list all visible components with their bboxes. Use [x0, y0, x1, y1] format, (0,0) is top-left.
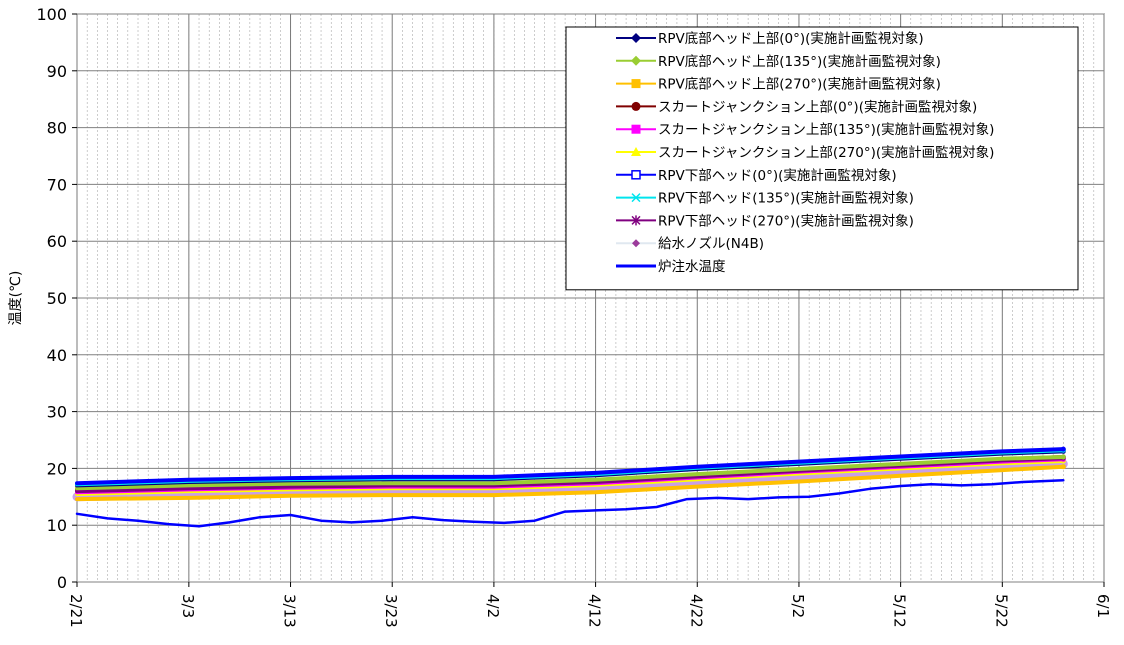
y-tick-label: 50: [47, 289, 67, 308]
series-line: [75, 447, 1066, 486]
x-tick-label: 4/2: [484, 594, 502, 618]
x-tick-label: 2/21: [67, 594, 85, 628]
legend-item: 炉注水温度: [616, 259, 726, 275]
legend-item: RPV下部ヘッド(270°)(実施計画監視対象): [616, 212, 914, 229]
legend-marker: [631, 79, 641, 89]
series-line: [72, 459, 1068, 502]
legend-label: 給水ノズル(N4B): [658, 236, 764, 252]
series-line: [75, 455, 1066, 491]
y-axis-label: 温度(℃): [8, 271, 24, 326]
x-tick-label: 4/22: [687, 594, 705, 628]
legend-marker: [631, 101, 641, 111]
legend: RPV底部ヘッド上部(0°)(実施計画監視対象) RPV底部ヘッド上部(135°)…: [565, 26, 1079, 291]
x-tick-label: 6/1: [1094, 594, 1112, 618]
y-tick-label: 60: [47, 232, 67, 251]
legend-marker: [632, 239, 640, 248]
legend-marker: [631, 124, 641, 134]
series-layer: [72, 446, 1068, 528]
legend-label: 炉注水温度: [658, 259, 726, 275]
legend-label: RPV底部ヘッド上部(135°)(実施計画監視対象): [658, 53, 941, 70]
legend-item: RPV底部ヘッド上部(135°)(実施計画監視対象): [616, 53, 941, 70]
legend-label: RPV底部ヘッド上部(0°)(実施計画監視対象): [658, 30, 924, 47]
legend-marker: [631, 170, 641, 180]
data-point: [1060, 454, 1066, 460]
legend-label: スカートジャンクション上部(0°)(実施計画監視対象): [658, 98, 977, 115]
legend-item: RPV底部ヘッド上部(0°)(実施計画監視対象): [616, 30, 924, 47]
legend-item: RPV下部ヘッド(135°)(実施計画監視対象): [616, 190, 914, 207]
y-axis: 0 10 20 30 40 50 60 70 80 90 100: [36, 5, 77, 592]
data-point: [1060, 464, 1066, 470]
legend-marker: [631, 193, 641, 203]
legend-item: RPV底部ヘッド上部(270°)(実施計画監視対象): [616, 76, 941, 93]
legend-box: [565, 26, 1079, 291]
legend-marker: [631, 147, 641, 156]
y-tick-label: 30: [47, 403, 67, 422]
legend-marker: [631, 33, 641, 43]
x-tick-label: 5/2: [789, 594, 807, 618]
legend-label: スカートジャンクション上部(270°)(実施計画監視対象): [658, 144, 994, 161]
legend-label: RPV下部ヘッド(135°)(実施計画監視対象): [658, 190, 914, 207]
x-tick-label: 3/13: [281, 594, 299, 628]
x-tick-label: 4/12: [586, 594, 604, 628]
x-tick-label: 3/3: [179, 594, 197, 618]
legend-label: RPV底部ヘッド上部(270°)(実施計画監視対象): [658, 76, 941, 93]
y-tick-label: 10: [47, 516, 67, 535]
x-tick-label: 3/23: [382, 594, 400, 628]
legend-item: RPV下部ヘッド(0°)(実施計画監視対象): [616, 167, 897, 184]
legend-item: スカートジャンクション上部(0°)(実施計画監視対象): [616, 98, 977, 115]
legend-item: スカートジャンクション上部(270°)(実施計画監視対象): [616, 144, 994, 161]
series-line: [75, 479, 1065, 528]
y-tick-label: 40: [47, 346, 67, 365]
y-tick-label: 80: [47, 119, 67, 138]
x-tick-label: 5/22: [992, 594, 1010, 628]
legend-item: 給水ノズル(N4B): [616, 236, 764, 252]
y-tick-label: 90: [47, 62, 67, 81]
y-tick-label: 20: [47, 459, 67, 478]
legend-item: スカートジャンクション上部(135°)(実施計画監視対象): [616, 121, 994, 138]
y-tick-label: 70: [47, 175, 67, 194]
legend-label: RPV下部ヘッド(270°)(実施計画監視対象): [658, 212, 914, 229]
x-tick-label: 5/12: [891, 594, 909, 628]
y-tick-label: 0: [57, 573, 67, 592]
legend-marker: [631, 55, 641, 66]
x-axis: 2/21 3/3 3/13 3/23 4/2 4/12 4/22 5/2 5/12 5/22 6/1: [67, 582, 1112, 628]
data-point: [1060, 446, 1066, 452]
legend-label: スカートジャンクション上部(135°)(実施計画監視対象): [658, 121, 994, 138]
y-tick-label: 100: [36, 5, 67, 24]
series-line: [75, 464, 1066, 502]
legend-label: RPV下部ヘッド(0°)(実施計画監視対象): [658, 167, 897, 184]
